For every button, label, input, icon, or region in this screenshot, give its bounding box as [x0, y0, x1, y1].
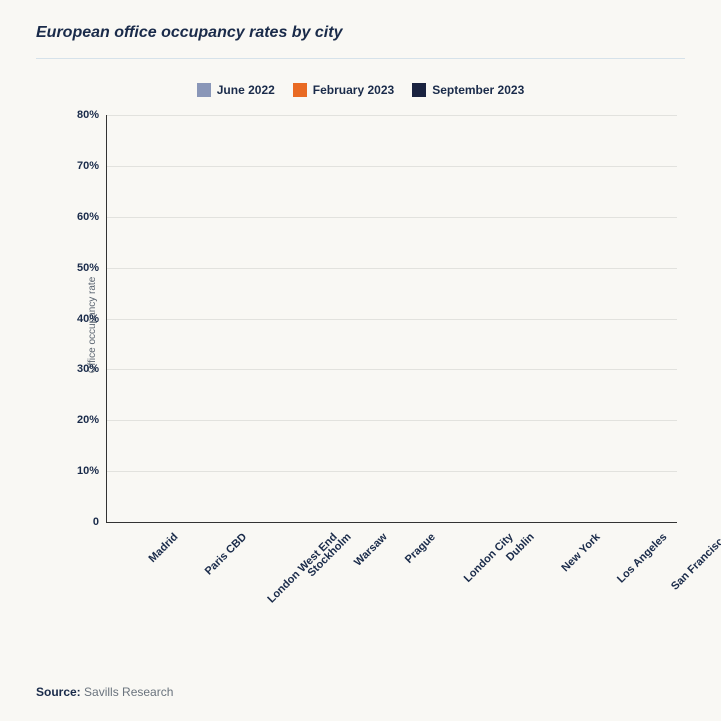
y-tick-label: 10% — [77, 465, 107, 477]
source-value: Savills Research — [84, 685, 173, 699]
legend-item: June 2022 — [197, 83, 275, 97]
x-tick-label: Los Angeles — [571, 525, 622, 635]
y-tick-label: 20% — [77, 414, 107, 426]
chart-title: European office occupancy rates by city — [36, 24, 685, 42]
plot-area: 010%20%30%40%50%60%70%80% — [106, 115, 677, 523]
grid-line — [107, 420, 677, 421]
y-tick-label: 60% — [77, 211, 107, 223]
legend-item: September 2023 — [412, 83, 524, 97]
y-tick-label: 70% — [77, 160, 107, 172]
x-tick-label: Madrid — [110, 525, 161, 635]
grid-line — [107, 319, 677, 320]
y-tick-label: 40% — [77, 313, 107, 325]
x-tick-label: Stockholm — [264, 525, 315, 635]
grid-line — [107, 217, 677, 218]
grid-line — [107, 369, 677, 370]
x-tick-label: Paris CBD — [161, 525, 212, 635]
y-axis-label: Office occupancy rate — [87, 277, 98, 374]
grid-line — [107, 471, 677, 472]
title-divider — [36, 58, 685, 59]
x-tick-label: Prague — [366, 525, 417, 635]
y-tick-label: 30% — [77, 363, 107, 375]
grid-line — [107, 166, 677, 167]
x-tick-label: New York — [520, 525, 571, 635]
legend-swatch — [293, 83, 307, 97]
y-tick-label: 80% — [77, 109, 107, 121]
x-tick-label: Warsaw — [315, 525, 366, 635]
legend-item: February 2023 — [293, 83, 394, 97]
legend-swatch — [197, 83, 211, 97]
chart-container: European office occupancy rates by city … — [0, 0, 721, 721]
y-tick-label: 0 — [93, 516, 107, 528]
x-tick-label: London West End — [212, 525, 263, 635]
source-label: Source: — [36, 685, 81, 699]
legend-label: February 2023 — [313, 83, 394, 97]
x-axis-labels: MadridParis CBDLondon West EndStockholmW… — [106, 525, 677, 635]
x-tick-label: Dublin — [468, 525, 519, 635]
legend-swatch — [412, 83, 426, 97]
x-tick-label: London City — [417, 525, 468, 635]
legend: June 2022 February 2023 September 2023 — [36, 83, 685, 97]
chart-area: Office occupancy rate 010%20%30%40%50%60… — [66, 105, 685, 545]
legend-label: June 2022 — [217, 83, 275, 97]
grid-line — [107, 268, 677, 269]
grid-line — [107, 115, 677, 116]
legend-label: September 2023 — [432, 83, 524, 97]
x-tick-label: San Francisco — [622, 525, 673, 635]
y-tick-label: 50% — [77, 262, 107, 274]
source-attribution: Source: Savills Research — [36, 685, 173, 699]
